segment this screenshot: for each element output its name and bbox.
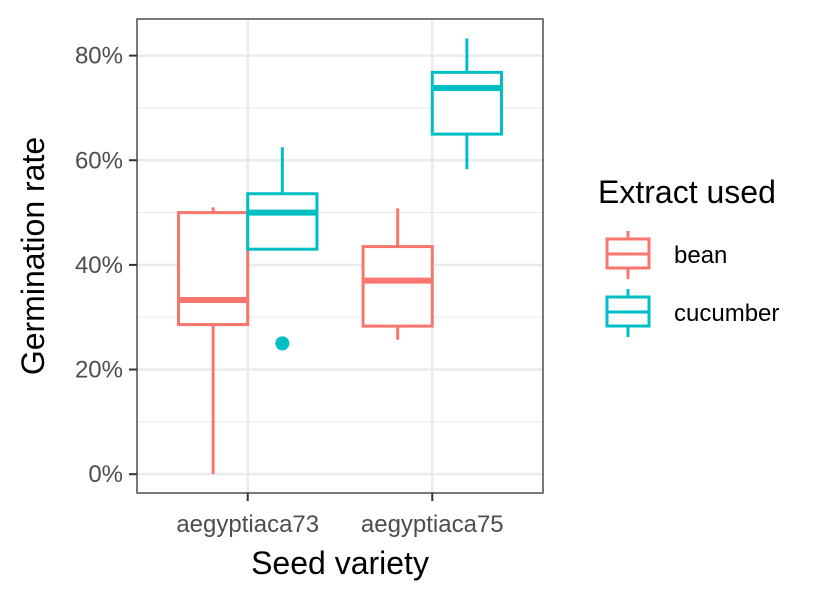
legend: Extract used bean cucumber — [598, 174, 779, 337]
box-bean-aegyptiaca73 — [177, 207, 250, 475]
box-cucumber-aegyptiaca75 — [430, 38, 503, 170]
legend-items: bean cucumber — [605, 231, 779, 337]
y-tick-label: 0% — [88, 461, 123, 488]
legend-title: Extract used — [598, 174, 776, 210]
iqr-box — [430, 70, 503, 136]
outlier-point — [275, 336, 290, 351]
panel-border — [136, 18, 544, 494]
y-axis-title: Germination rate — [15, 137, 51, 375]
legend-item-cucumber: cucumber — [605, 289, 779, 337]
x-axis-title: Seed variety — [251, 545, 429, 581]
x-tick-label: aegyptiaca73 — [176, 511, 319, 538]
y-tick-label: 60% — [75, 147, 123, 174]
legend-label: cucumber — [674, 300, 779, 327]
box-cucumber-aegyptiaca73 — [246, 147, 319, 351]
y-tick-label: 40% — [75, 252, 123, 279]
iqr-box — [177, 211, 250, 327]
axis-layer: 0% 20% 40% 60% 80% aegyptiaca73 aegyptiaca75 — [75, 43, 504, 538]
y-tick-label: 80% — [75, 43, 123, 70]
y-tick-label: 20% — [75, 357, 123, 384]
iqr-box — [361, 245, 434, 328]
x-tick-label: aegyptiaca75 — [361, 511, 504, 538]
legend-item-bean: bean — [605, 231, 727, 279]
iqr-box — [246, 192, 319, 251]
data-layer — [177, 38, 503, 475]
box-bean-aegyptiaca75 — [361, 208, 434, 340]
legend-label: bean — [674, 242, 727, 269]
